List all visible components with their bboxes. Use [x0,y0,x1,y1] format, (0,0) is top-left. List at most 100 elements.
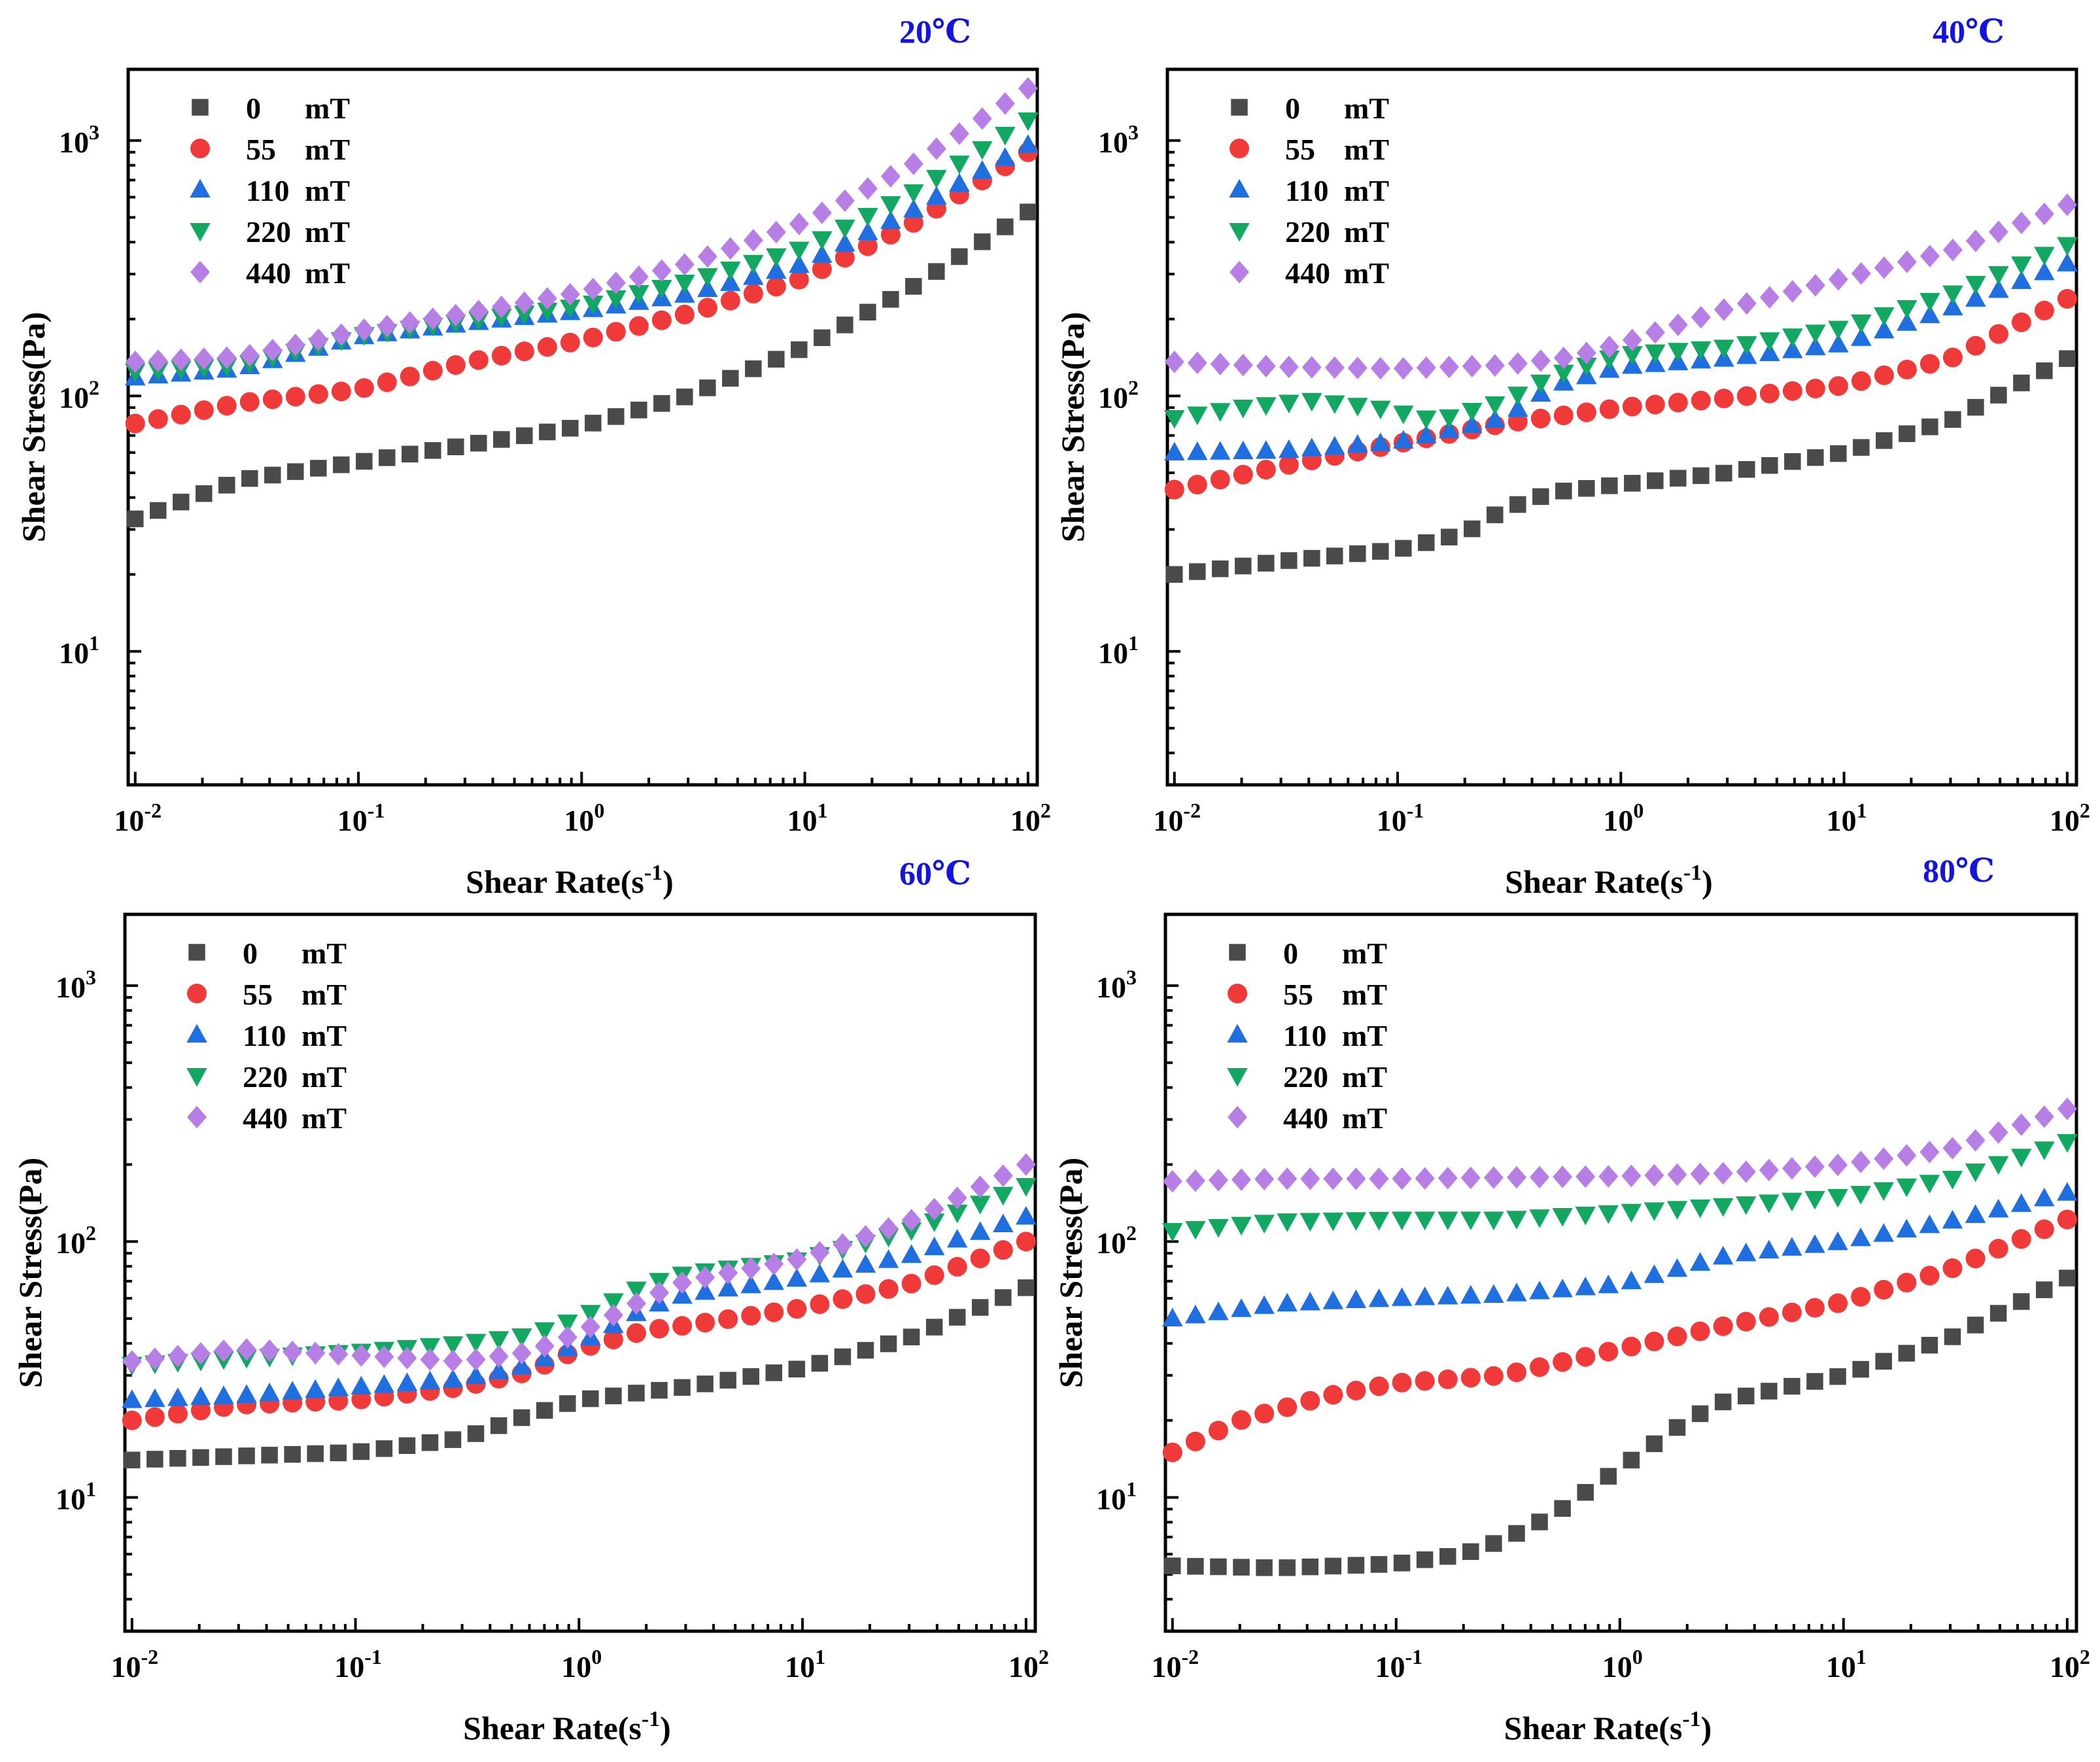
data-point [766,220,786,244]
data-point [1919,1214,1940,1234]
legend-value: 440 [1283,1101,1328,1135]
data-point [1506,1362,1526,1383]
data-point [585,415,602,432]
data-point [1016,1153,1036,1176]
data-point [559,1395,576,1412]
data-point [1162,1307,1183,1327]
data-point [1231,1410,1252,1430]
data-point [1020,203,1037,220]
data-point [1850,1186,1871,1205]
y-axis-label: Shear Stress(Pa) [15,312,52,542]
legend-marker [190,223,211,242]
data-point [1898,1345,1916,1362]
data-point [1759,1194,1780,1213]
data-point [1258,555,1275,572]
data-point [628,316,649,336]
data-point [1713,339,1734,358]
data-point [2013,374,2030,392]
data-point [855,1254,876,1273]
data-point [925,1319,943,1336]
data-point [630,402,647,419]
data-point [1210,353,1230,375]
data-point [1507,387,1528,406]
data-point [1416,1551,1434,1568]
data-point [2036,362,2053,379]
data-point [1735,1196,1757,1215]
data-point [1576,402,1596,423]
data-point [534,1322,555,1341]
data-point [903,199,924,218]
data-point [1509,496,1526,513]
data-point [1759,332,1780,351]
data-point [695,1313,715,1333]
data-point [146,1451,164,1468]
data-point [442,1336,464,1355]
data-point [905,278,922,295]
data-point [239,392,260,412]
x-tick-label: 100 [561,1645,602,1684]
data-point [1967,1317,1984,1334]
data-point [1483,1366,1504,1386]
data-point [1164,1557,1181,1574]
data-point [489,1345,509,1368]
data-point [695,1266,715,1289]
data-point [993,1164,1013,1187]
data-point [789,241,810,260]
data-point [1231,1217,1252,1236]
x-axis-label: Shear Rate(s-1) [1504,1707,1712,1746]
data-point [1279,1559,1296,1576]
data-point [583,295,604,315]
panel-4: 10-2 10-1 100 101 102 101 102 103 Shear Rate(s-1… [1052,852,2090,1746]
data-point [1187,441,1208,460]
data-point [901,1222,922,1241]
data-point [857,177,878,200]
data-point [1644,1331,1664,1351]
data-point [171,348,191,371]
x-tick-label: 10-2 [1153,799,1201,837]
data-point [1414,1211,1436,1230]
data-point [466,1348,486,1371]
data-point [1942,1209,1963,1229]
legend: 0 mT 55 mT 110 mT 220 mT 440 mT [190,92,350,290]
data-point [788,1360,806,1378]
data-point [1851,314,1872,334]
data-point [305,1379,326,1398]
data-point [1807,449,1824,466]
y-tick-label: 101 [56,1477,96,1515]
data-point [1439,1547,1456,1565]
legend-unit: mT [1342,1060,1387,1094]
data-point [1668,1419,1686,1436]
data-point [467,1425,485,1442]
data-point [2010,1193,2032,1212]
data-point [127,510,144,528]
data-point [1600,1468,1617,1485]
data-point [1210,1558,1227,1576]
data-point [995,147,1016,166]
data-point [167,1387,188,1406]
data-point [1644,1264,1665,1283]
data-point [1782,328,1803,347]
data-point [1621,1270,1642,1290]
data-point [442,1369,464,1388]
data-point [1208,1218,1229,1238]
data-point [1277,1397,1298,1417]
data-point [1301,356,1322,379]
data-point [1693,467,1710,485]
y-tick-label: 101 [1096,1477,1137,1515]
data-point [1645,344,1666,364]
data-point [1441,528,1458,545]
data-point [2012,1293,2030,1310]
data-point [740,1274,761,1294]
data-point [787,1248,807,1271]
data-point [1016,1178,1037,1197]
data-point [351,1389,371,1409]
data-point [697,278,718,298]
data-point [1827,1189,1848,1208]
panel-1: 10-2 10-1 100 101 102 101 102 103 Shear Rate(s-1… [15,13,1051,900]
data-point [949,155,970,175]
data-point [969,1196,991,1215]
data-point [1369,1167,1389,1190]
data-point [720,272,741,291]
data-point [1828,320,1849,339]
data-point [420,1348,440,1371]
